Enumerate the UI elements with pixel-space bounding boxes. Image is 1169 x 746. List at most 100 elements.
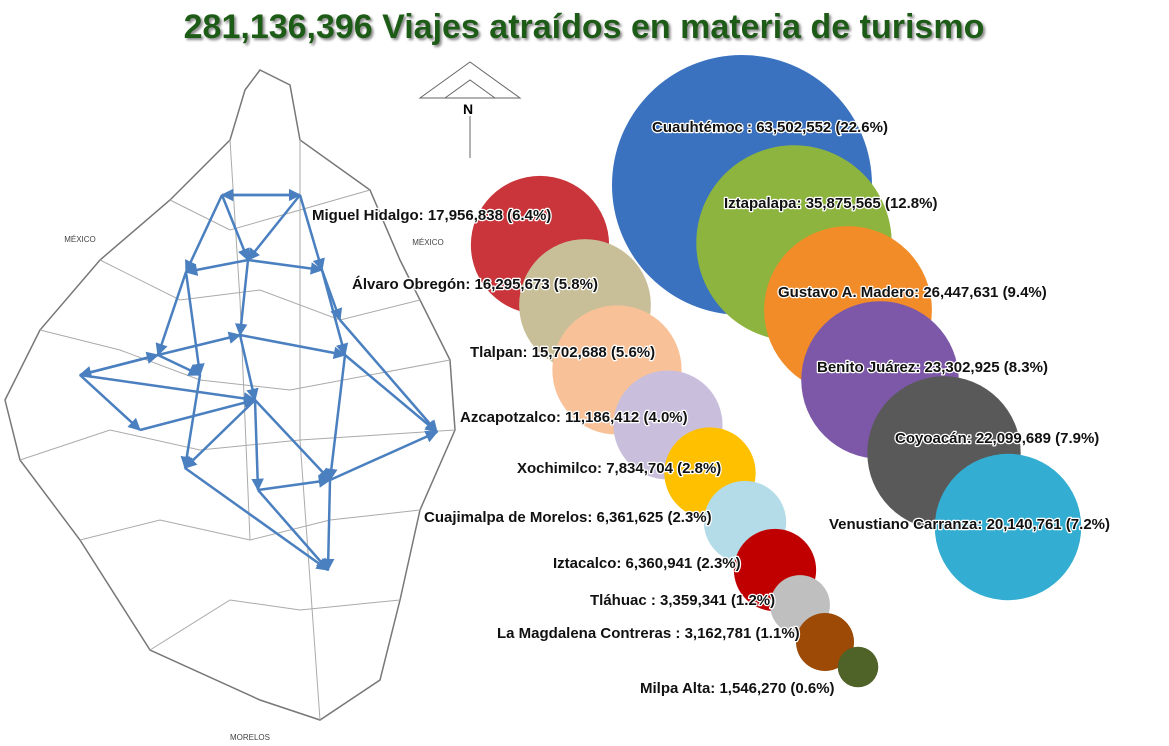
trip-percent: (0.6%): [790, 680, 834, 697]
bubble: [795, 612, 855, 672]
route-arrow: [325, 354, 347, 482]
district-name: La Magdalena Contreras :: [497, 625, 680, 642]
trip-count: 6,360,941: [626, 555, 693, 572]
trip-count: 63,502,552: [756, 119, 831, 136]
bubble-label: Tláhuac : 3,359,341 (1.2%): [590, 592, 775, 609]
route-arrows: [78, 188, 439, 572]
route-arrow: [139, 396, 257, 432]
district-name: Iztacalco:: [553, 555, 621, 572]
route-arrow: [257, 475, 332, 492]
district-name: Venustiano Carranza:: [829, 516, 982, 533]
trip-percent: (7.9%): [1055, 430, 1099, 447]
route-arrow: [251, 399, 264, 492]
district-name: Cuajimalpa de Morelos:: [424, 509, 592, 526]
district-name: Tláhuac :: [590, 592, 656, 609]
map-label: MORELOS: [230, 733, 270, 742]
trip-count: 15,702,688: [532, 344, 607, 361]
trip-count: 1,546,270: [719, 680, 786, 697]
district-name: Miguel Hidalgo:: [312, 207, 424, 224]
bubble-label: Cuauhtémoc : 63,502,552 (22.6%): [652, 119, 888, 136]
route-arrow: [344, 354, 438, 433]
route-arrow: [322, 479, 335, 572]
trip-count: 7,834,704: [606, 460, 673, 477]
bubble-label: Gustavo A. Madero: 26,447,631 (9.4%): [778, 284, 1047, 301]
bubble: [934, 453, 1082, 601]
route-arrow: [157, 331, 242, 357]
trip-count: 23,302,925: [925, 359, 1000, 376]
trip-count: 26,447,631: [923, 284, 998, 301]
route-arrow: [79, 373, 257, 405]
route-arrow: [155, 271, 188, 357]
bubble-label: Iztacalco: 6,360,941 (2.3%): [553, 555, 741, 572]
bubble: [837, 646, 879, 688]
trip-count: 17,956,838: [428, 207, 503, 224]
trip-percent: (7.2%): [1066, 516, 1110, 533]
trip-count: 11,186,412: [565, 409, 639, 426]
district-name: Álvaro Obregón:: [352, 276, 470, 293]
trip-count: 3,162,781: [685, 625, 752, 642]
trip-percent: (4.0%): [643, 409, 687, 426]
map-label: MÉXICO: [412, 238, 444, 247]
route-arrow: [239, 333, 347, 360]
bubble-label: Milpa Alta: 1,546,270 (0.6%): [640, 680, 835, 697]
bubble-label: Cuajimalpa de Morelos: 6,361,625 (2.3%): [424, 509, 712, 526]
district-name: Milpa Alta:: [640, 680, 715, 697]
district-name: Iztapalapa:: [724, 195, 802, 212]
bubble-label: Álvaro Obregón: 16,295,673 (5.8%): [352, 276, 598, 293]
route-arrow: [339, 319, 438, 433]
district-name: Coyoacán:: [895, 430, 972, 447]
trip-percent: (2.8%): [677, 460, 721, 477]
route-arrow: [184, 466, 330, 572]
trip-count: 22,099,689: [976, 430, 1051, 447]
bubble-label: Benito Juárez: 23,302,925 (8.3%): [817, 359, 1048, 376]
bubble-label: Venustiano Carranza: 20,140,761 (7.2%): [829, 516, 1110, 533]
district-name: Tlalpan:: [470, 344, 528, 361]
route-arrow: [247, 194, 301, 261]
map-label: MÉXICO: [64, 235, 96, 244]
district-name: Azcapotzalco:: [460, 409, 561, 426]
trip-percent: (1.2%): [731, 592, 775, 609]
trip-count: 16,295,673: [475, 276, 550, 293]
route-arrow: [184, 194, 224, 274]
trip-percent: (2.3%): [696, 555, 740, 572]
labels: Cuauhtémoc : 63,502,552 (22.6%) Iztapalap…: [311, 118, 1112, 699]
north-label: N: [463, 101, 473, 117]
trip-percent: (2.3%): [667, 509, 711, 526]
bubble-label: Xochimilco: 7,834,704 (2.8%): [517, 460, 721, 477]
trip-count: 20,140,761: [987, 516, 1062, 533]
route-arrow: [79, 374, 141, 431]
bubble-label: Tlalpan: 15,702,688 (5.6%): [470, 344, 655, 361]
trip-percent: (6.4%): [507, 207, 551, 224]
trip-percent: (1.1%): [755, 625, 799, 642]
route-arrow: [247, 258, 324, 275]
route-arrow: [220, 194, 250, 262]
chart-title: 281,136,396 Viajes atraídos en materia d…: [184, 8, 985, 46]
route-arrow: [180, 374, 202, 470]
route-arrow: [79, 351, 160, 377]
bubbles: [470, 55, 1082, 688]
map: [4, 61, 522, 721]
district-name: Gustavo A. Madero:: [778, 284, 919, 301]
trip-percent: (9.4%): [1003, 284, 1047, 301]
trip-percent: (5.8%): [554, 276, 598, 293]
bubble-label: Coyoacán: 22,099,689 (7.9%): [895, 430, 1099, 447]
district-name: Xochimilco:: [517, 460, 602, 477]
route-arrow: [329, 430, 439, 482]
trip-count: 35,875,565: [806, 195, 881, 212]
bubble-label: Azcapotzalco: 11,186,412 (4.0%): [460, 409, 688, 426]
route-arrow: [298, 194, 325, 272]
route-arrow: [184, 399, 256, 469]
district-name: Cuauhtémoc :: [652, 119, 752, 136]
route-arrow: [320, 269, 349, 357]
district-name: Benito Juárez:: [817, 359, 920, 376]
trip-percent: (12.8%): [885, 195, 938, 212]
route-arrow: [234, 259, 250, 337]
route-arrow: [184, 271, 205, 377]
bubble-label: Miguel Hidalgo: 17,956,838 (6.4%): [312, 207, 551, 224]
trip-count: 3,359,341: [660, 592, 727, 609]
route-arrow: [254, 399, 331, 481]
bubble-label: Iztapalapa: 35,875,565 (12.8%): [724, 195, 937, 212]
trip-percent: (5.6%): [611, 344, 655, 361]
bubble-label: La Magdalena Contreras : 3,162,781 (1.1%…: [497, 625, 800, 642]
